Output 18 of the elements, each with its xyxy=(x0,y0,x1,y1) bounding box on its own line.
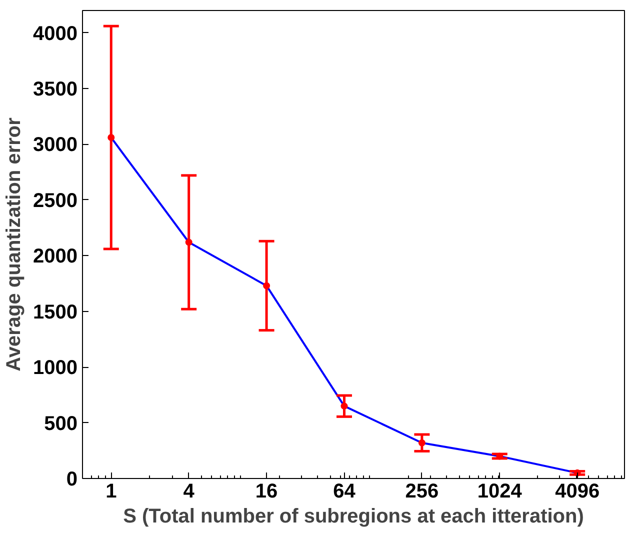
x-tick-label: 256 xyxy=(405,480,439,502)
x-tick-label: 16 xyxy=(255,480,278,502)
y-tick-label: 1500 xyxy=(33,301,78,324)
y-tick-label: 500 xyxy=(44,412,78,435)
y-tick-label: 2000 xyxy=(33,246,78,268)
y-axis-title: Average quantization error xyxy=(3,117,26,372)
y-tick-label: 0 xyxy=(66,468,78,490)
x-axis-title: S (Total number of subregions at each itteration) xyxy=(123,506,584,528)
x-tick-label: 1024 xyxy=(477,480,523,502)
y-tick-label: 3500 xyxy=(33,78,78,100)
y-tick-label: 2500 xyxy=(33,190,78,212)
y-tick-label: 3000 xyxy=(33,134,78,156)
x-tick-label: 64 xyxy=(333,480,356,502)
y-tick-label: 4000 xyxy=(33,22,78,45)
x-tick-label: 1 xyxy=(106,480,117,502)
x-tick-label: 4096 xyxy=(555,480,600,502)
x-tick-label: 4 xyxy=(183,480,196,502)
y-tick-label: 1000 xyxy=(33,357,78,380)
